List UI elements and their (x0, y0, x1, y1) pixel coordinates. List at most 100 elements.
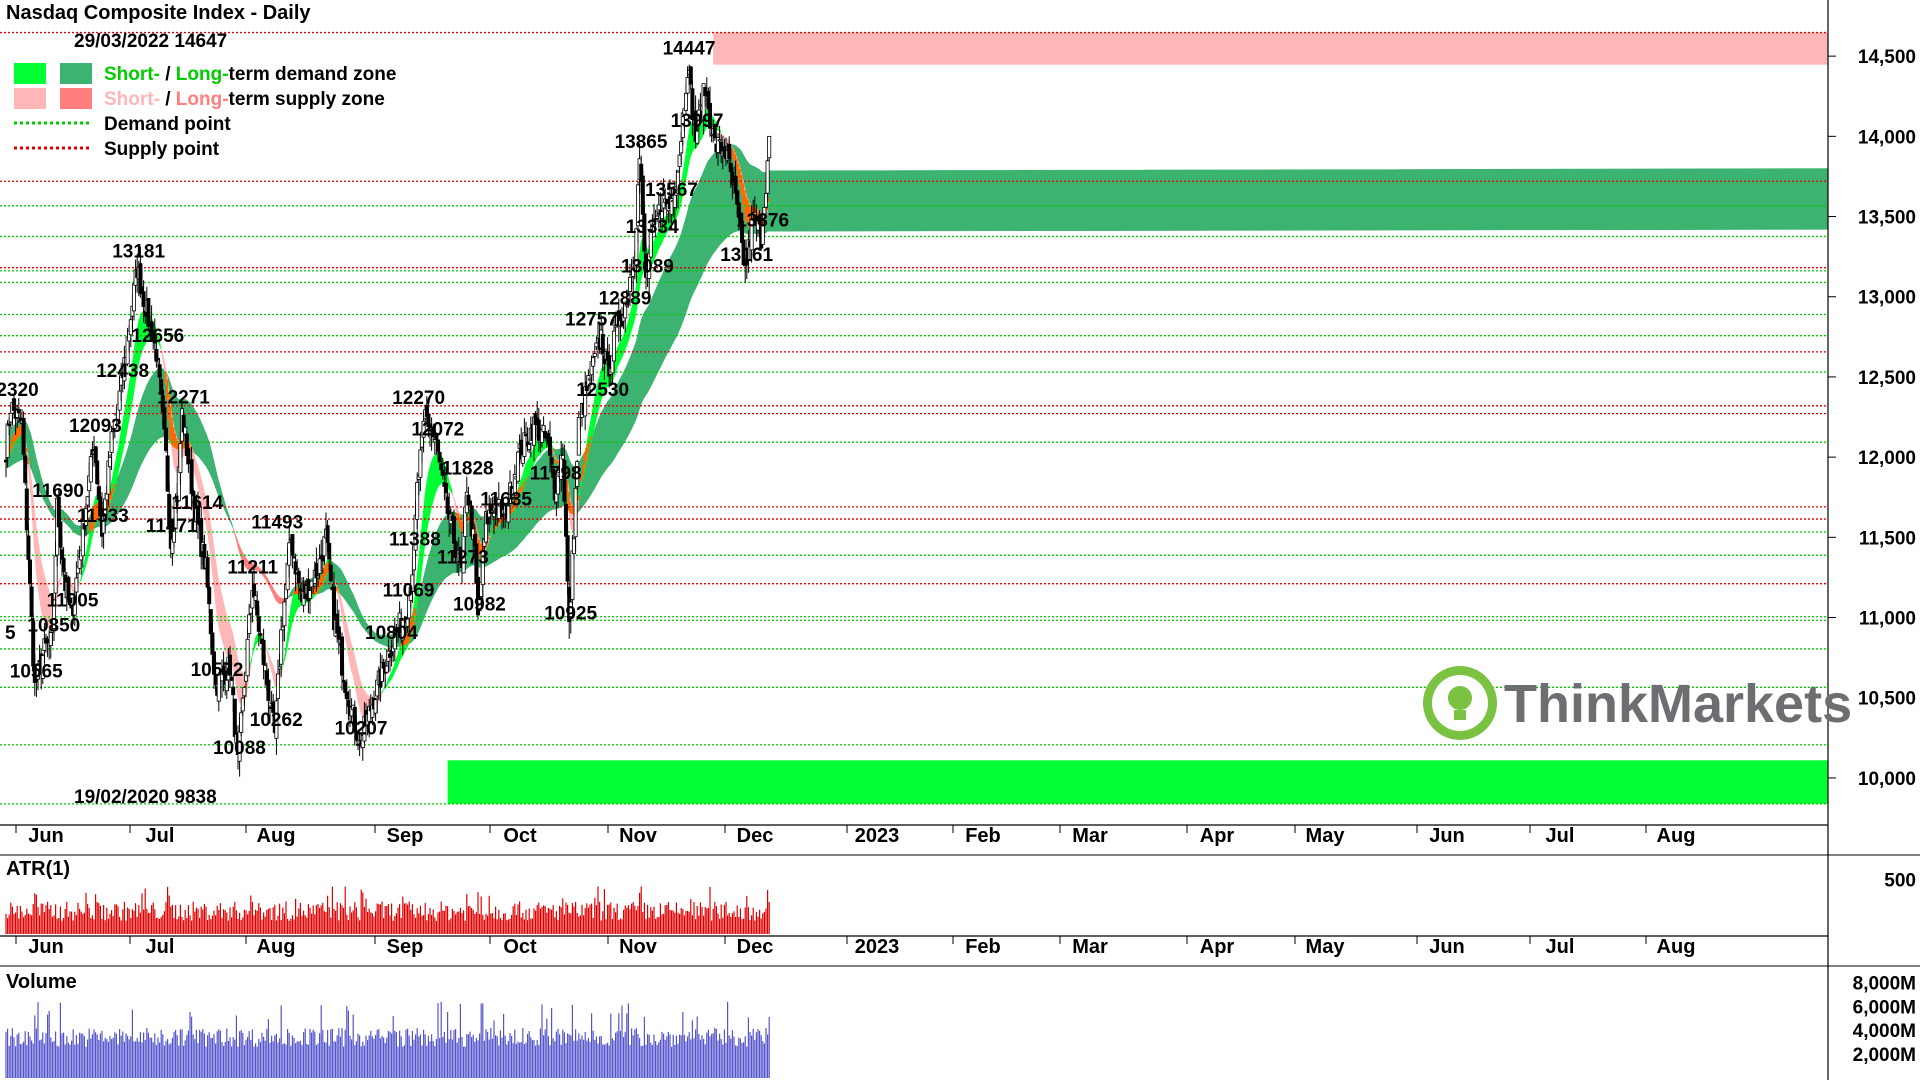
candle-body (274, 700, 279, 739)
crossover-zone (497, 519, 500, 526)
price-label: 13161 (720, 245, 773, 266)
crossover-zone (490, 531, 493, 533)
crossover-zone (738, 168, 741, 185)
volume-month-label: Mar (1072, 936, 1108, 958)
candle-body (165, 455, 170, 492)
crossover-zone (556, 460, 559, 464)
crossover-zone (191, 451, 194, 452)
candle-body (327, 542, 332, 560)
legend-long-supply-swatch (60, 88, 92, 109)
crossover-zone (113, 484, 116, 487)
crossover-zone (414, 608, 417, 616)
price-label: 11211 (227, 558, 278, 579)
long-term-demand-block (447, 760, 1829, 804)
crossover-zone (169, 406, 172, 439)
bulb-icon (1448, 686, 1472, 710)
crossover-zone (558, 461, 561, 466)
candle-body (258, 633, 263, 636)
candle-body (421, 420, 426, 438)
atr-tick-label: 500 (1884, 871, 1916, 892)
month-label: Feb (965, 825, 1001, 847)
crossover-zone (407, 627, 410, 643)
crossover-zone (334, 582, 337, 584)
crossover-zone (740, 175, 743, 194)
candle-body (68, 597, 73, 604)
month-label: Nov (619, 825, 658, 847)
volume-month-label: Jun (1429, 936, 1465, 958)
crossover-zone (188, 442, 191, 450)
candle-body (556, 470, 561, 495)
crossover-zone (318, 579, 321, 590)
legend-demand-zone: Short- / Long-term demand zone (104, 64, 396, 85)
crossover-zone (455, 513, 458, 517)
crossover-zone (17, 426, 20, 438)
candle-body (623, 303, 628, 319)
bottom-annotation: 19/02/2020 9838 (74, 787, 217, 808)
crossover-zone (474, 526, 477, 535)
crossover-zone (566, 479, 569, 495)
candle-body (642, 213, 647, 252)
candle-body (23, 455, 28, 483)
price-label: 11493 (251, 512, 303, 533)
crossover-zone (108, 494, 111, 506)
price-label: 11828 (442, 459, 494, 480)
crossover-zone (586, 444, 589, 454)
candle-body (109, 431, 114, 453)
crossover-zone (332, 576, 335, 579)
crossover-zone (110, 490, 113, 500)
legend-supply-point: Supply point (104, 139, 220, 160)
crossover-zone (18, 425, 21, 436)
price-label: 10982 (453, 594, 506, 615)
price-label: 13181 (112, 242, 165, 263)
crossover-zone (10, 438, 13, 448)
candle-body (61, 557, 66, 572)
crossover-zone (97, 502, 100, 518)
candle-body (311, 586, 316, 589)
candle-body (21, 417, 26, 455)
crossover-zone (90, 512, 93, 531)
volume-tick-label: 6,000M (1853, 997, 1916, 1018)
volume-month-label: Aug (1657, 936, 1696, 958)
crossover-zone (737, 163, 740, 178)
crossover-zone (767, 198, 770, 202)
month-label: Jun (28, 825, 64, 847)
crossover-zone (503, 514, 506, 521)
volume-layer: 8,000M 6,000M 4,000M 2,000M (5, 973, 1916, 1078)
long-term-demand-zone (231, 522, 234, 529)
volume-month-label: Jun (28, 936, 64, 958)
crossover-zone (492, 528, 495, 532)
crossover-zone (582, 465, 585, 476)
price-label: 13089 (621, 256, 674, 277)
volume-month-label: Jul (1546, 936, 1575, 958)
volume-label: Volume (6, 971, 77, 993)
crossover-zone (300, 589, 303, 595)
price-label: 11069 (383, 580, 435, 601)
crossover-zone (495, 523, 498, 528)
legend-supply-zone: Short- / Long-term supply zone (104, 89, 385, 110)
price-label: 12271 (157, 388, 210, 409)
crossover-zone (327, 562, 330, 572)
candle-body (728, 162, 733, 173)
price-label: 13376 (736, 210, 789, 231)
candle-body (72, 597, 77, 616)
candle-body (52, 599, 57, 629)
price-label: 13567 (645, 180, 698, 201)
crossover-zone (498, 517, 501, 524)
candle-body (27, 559, 32, 585)
candle-body (767, 135, 772, 159)
crossover-zone (766, 207, 769, 210)
crossover-zone (15, 428, 18, 440)
crossover-zone (326, 563, 329, 574)
volume-month-label: Sep (387, 936, 424, 958)
price-label: 12889 (599, 289, 652, 310)
crossover-zone (402, 638, 405, 646)
crossover-zone (92, 507, 95, 529)
crossover-zone (578, 487, 581, 489)
candle-body (202, 543, 207, 570)
candle-body (53, 555, 58, 594)
crossover-zone (406, 633, 409, 645)
candle-body (648, 230, 653, 258)
crossover-zone (170, 417, 173, 445)
candle-body (684, 93, 689, 111)
legend-demand-point: Demand point (104, 114, 231, 135)
